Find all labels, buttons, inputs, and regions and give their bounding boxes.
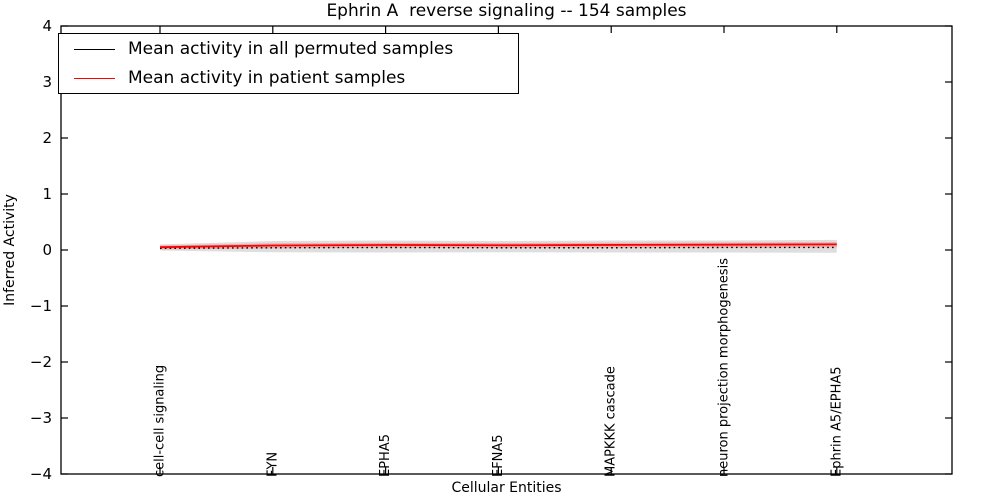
svg-text:−1: −1 [30,297,52,315]
patient-line-sample-icon [74,77,115,79]
svg-text:−2: −2 [30,353,52,371]
legend-item-patient: Mean activity in patient samples [59,64,518,92]
data-series-lines [159,243,837,250]
legend-label: Mean activity in all permuted samples [128,38,454,59]
svg-text:4: 4 [42,17,52,35]
svg-text:MAPKKK cascade: MAPKKK cascade [604,366,619,477]
svg-text:3: 3 [42,73,52,91]
svg-text:neuron projection morphogenesi: neuron projection morphogenesis [717,258,732,477]
permuted-line-sample-icon [74,48,115,50]
svg-text:−4: −4 [30,465,52,483]
y-tick-labels: 4 3 2 1 0 −1 −2 −3 −4 [30,17,52,483]
legend-item-permuted: Mean activity in all permuted samples [59,35,518,63]
svg-text:EPHA5: EPHA5 [378,434,393,477]
svg-text:EFNA5: EFNA5 [491,434,506,477]
svg-text:2: 2 [42,129,52,147]
chart-title: Ephrin A reverse signaling -- 154 sample… [326,1,687,21]
legend-label: Mean activity in patient samples [128,67,406,88]
legend: Mean activity in all permuted samples Me… [58,33,519,94]
x-tick-labels: cell-cell signaling FYN EPHA5 EFNA5 MAPKKK c… [153,258,845,477]
x-axis-label: Cellular Entities [451,480,562,496]
axis-ticks [61,25,952,475]
y-axis-label: Inferred Activity [2,194,18,306]
svg-text:Ephrin A5/EPHA5: Ephrin A5/EPHA5 [829,366,844,477]
svg-text:−3: −3 [30,409,52,427]
svg-text:0: 0 [42,241,52,259]
svg-text:cell-cell signaling: cell-cell signaling [153,365,168,477]
svg-text:1: 1 [42,185,52,203]
svg-text:FYN: FYN [265,452,280,477]
